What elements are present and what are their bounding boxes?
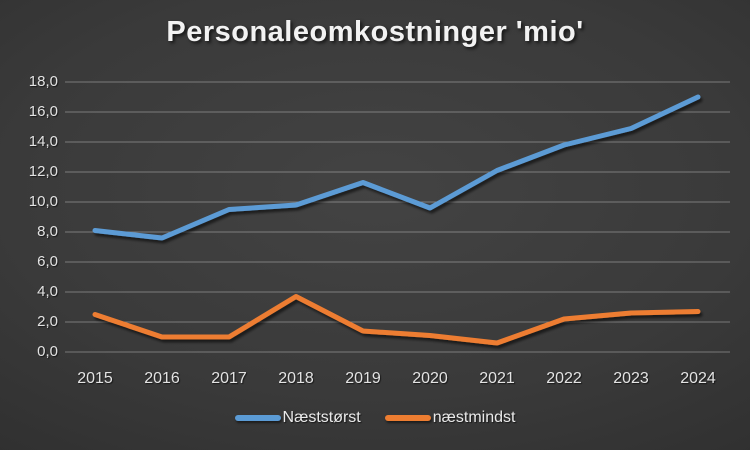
x-axis-tick-label: 2023 — [613, 370, 649, 387]
legend-marker-naestmindst-icon — [384, 415, 431, 421]
y-axis-tick-label: 10,0 — [28, 193, 58, 210]
x-axis-tick-label: 2015 — [77, 370, 113, 387]
legend: Næststørst næstmindst — [0, 406, 750, 430]
x-axis-tick-label: 2022 — [546, 370, 582, 387]
x-axis-tick-label: 2020 — [412, 370, 448, 387]
y-axis-tick-label: 18,0 — [28, 73, 58, 90]
x-axis-tick-label: 2024 — [680, 370, 716, 387]
x-axis-tick-label: 2017 — [211, 370, 247, 387]
y-axis-tick-label: 16,0 — [28, 103, 58, 120]
legend-item-naestmindst: næstmindst — [384, 409, 516, 427]
y-axis-tick-label: 14,0 — [28, 133, 58, 150]
y-axis-tick-label: 2,0 — [37, 313, 58, 330]
chart-title: Personaleomkostninger 'mio' — [166, 16, 584, 48]
series-line-naeststoerst — [92, 94, 701, 241]
x-axis-tick-label: 2016 — [144, 370, 180, 387]
y-axis-tick-label: 4,0 — [37, 283, 58, 300]
y-axis-tick-label: 12,0 — [28, 163, 58, 180]
legend-marker-naeststoerst-icon — [234, 415, 281, 421]
y-axis-tick-label: 0,0 — [37, 343, 58, 360]
legend-label: Næststørst — [282, 409, 361, 426]
series-line-naestmindst — [92, 294, 701, 346]
x-axis-tick-label: 2018 — [278, 370, 314, 387]
legend-label: næstmindst — [432, 409, 516, 426]
legend-item-naeststoerst: Næststørst — [234, 409, 361, 427]
x-axis-tick-label: 2019 — [345, 370, 381, 387]
y-axis-tick-label: 8,0 — [37, 223, 58, 240]
y-axis-tick-label: 6,0 — [37, 253, 58, 270]
x-axis-tick-label: 2021 — [479, 370, 515, 387]
